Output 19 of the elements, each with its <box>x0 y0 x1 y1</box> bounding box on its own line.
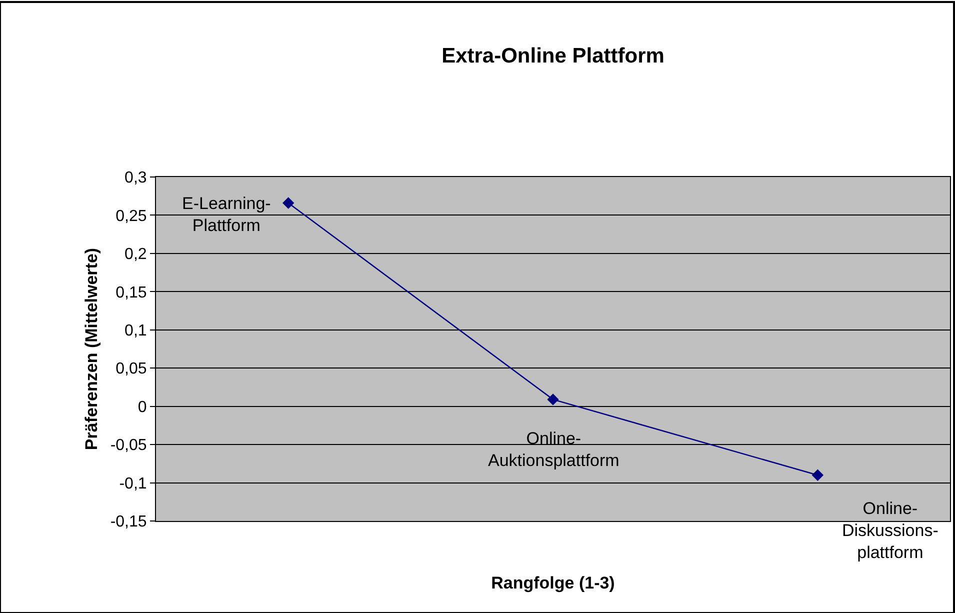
y-tick-label: -0,15 <box>110 514 147 531</box>
annotation: Online- Diskussions- plattform <box>842 499 938 562</box>
y-tick-label: 0 <box>138 398 147 416</box>
y-tick-label: 0,15 <box>116 284 147 302</box>
y-tick-label: 0,1 <box>124 322 147 340</box>
point <box>812 469 824 481</box>
y-axis-title: Präferenzen (Mittelwerte) <box>82 248 101 450</box>
y-tick-label: -0,1 <box>119 475 147 492</box>
chart-title: Extra-Online Plattform <box>442 44 664 68</box>
annotation: E-Learning- Plattform <box>182 194 271 236</box>
y-tick-label: 0,2 <box>124 246 147 264</box>
x-axis-title: Rangfolge (1-3) <box>491 573 615 592</box>
annotation: Online- Auktionsplattform <box>488 429 620 470</box>
point <box>547 394 559 406</box>
y-tick-label: 0,05 <box>116 360 147 378</box>
y-tick-label: 0,3 <box>124 170 147 187</box>
y-tick-label: -0,05 <box>110 437 147 454</box>
point <box>282 197 294 209</box>
y-tick-label: 0,25 <box>116 208 147 225</box>
